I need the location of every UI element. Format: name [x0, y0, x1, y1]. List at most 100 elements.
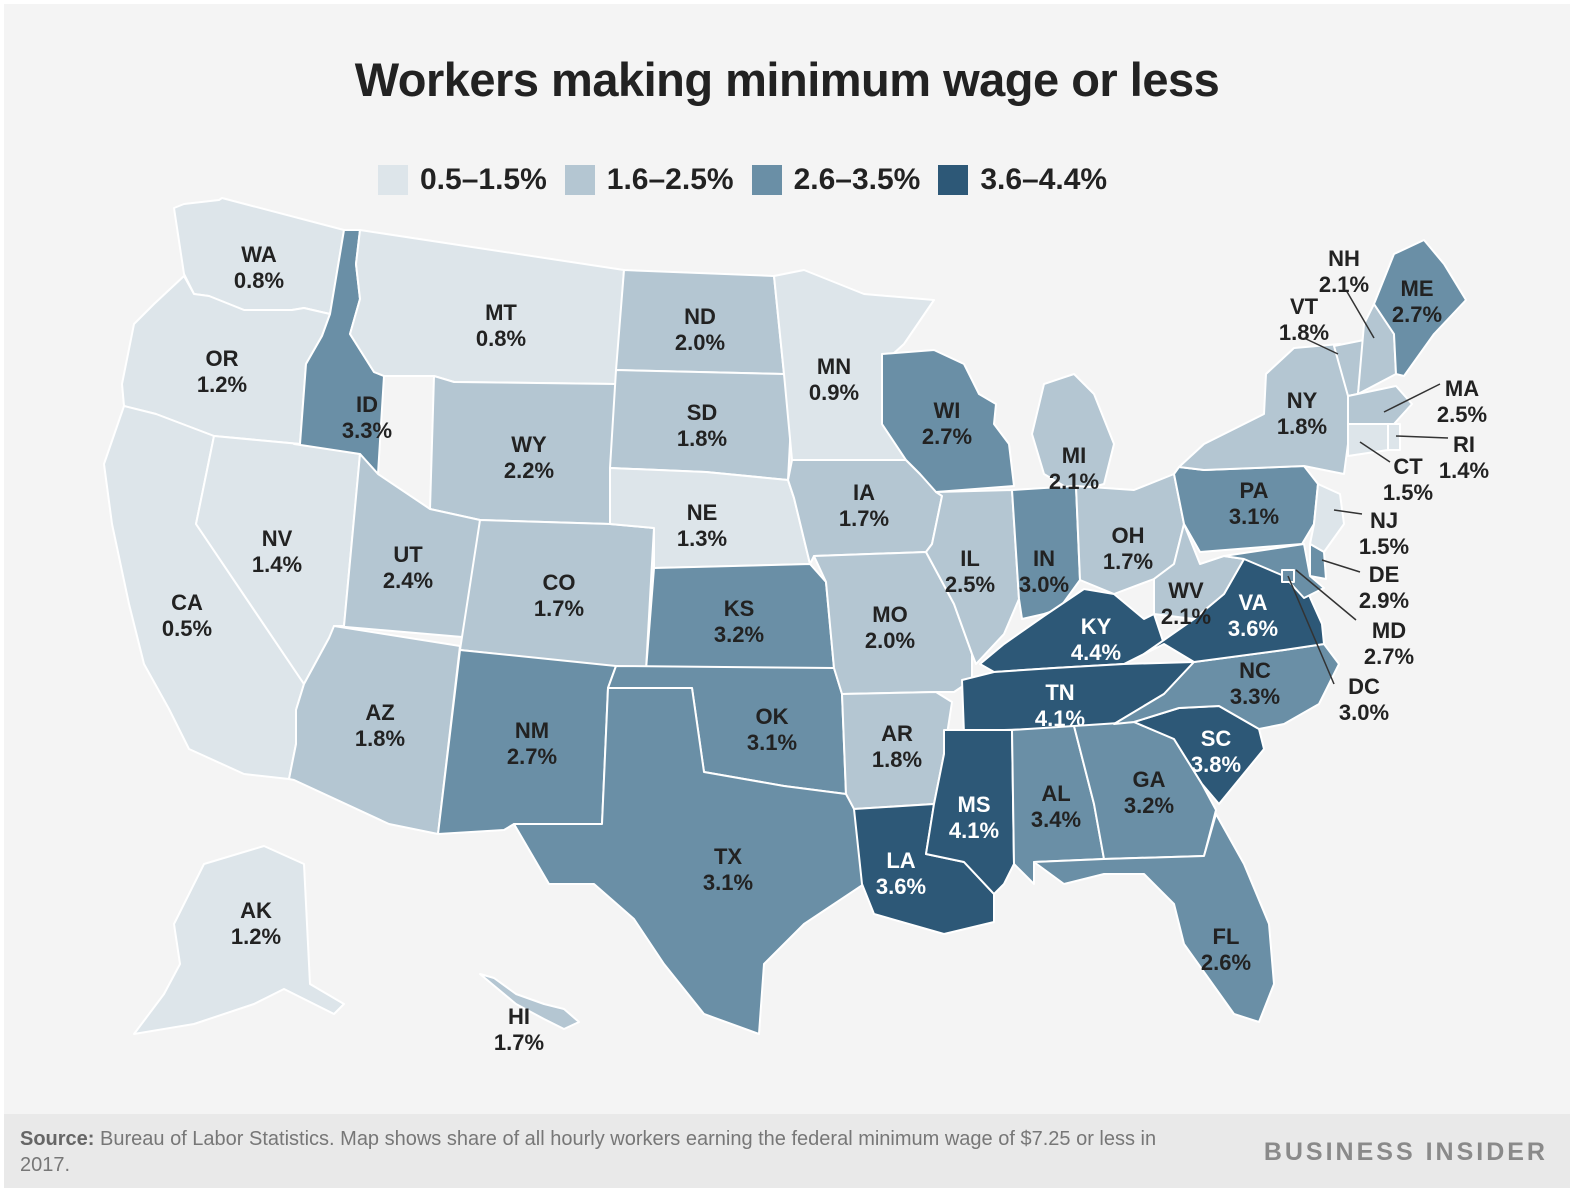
- state-value-ri: 1.4%: [1439, 458, 1489, 483]
- state-ct: [1347, 423, 1389, 457]
- state-value-az: 1.8%: [355, 726, 405, 751]
- state-value-la: 3.6%: [876, 874, 926, 899]
- state-value-ut: 2.4%: [383, 568, 433, 593]
- legend-item-2: 2.6–3.5%: [751, 163, 921, 197]
- state-label-al: AL: [1041, 781, 1070, 806]
- state-label-de: DE: [1369, 562, 1400, 587]
- state-label-ks: KS: [724, 596, 755, 621]
- state-value-or: 1.2%: [197, 372, 247, 397]
- leader-line-ct: [1359, 441, 1391, 463]
- legend-label-2: 2.6–3.5%: [793, 163, 921, 196]
- brand-logo: BUSINESS INSIDER: [1263, 1138, 1548, 1166]
- state-sd: [609, 369, 793, 481]
- state-value-fl: 2.6%: [1201, 950, 1251, 975]
- state-label-ga: GA: [1133, 767, 1166, 792]
- state-label-nv: NV: [262, 526, 293, 551]
- legend-label-0: 0.5–1.5%: [420, 163, 547, 196]
- leader-line-ma: [1383, 383, 1441, 413]
- state-label-oh: OH: [1112, 523, 1145, 548]
- state-mi: [1031, 373, 1115, 493]
- state-label-mt: MT: [485, 300, 517, 325]
- state-value-ma: 2.5%: [1437, 402, 1487, 427]
- leader-line-dc: [1287, 575, 1335, 685]
- state-label-mn: MN: [817, 354, 851, 379]
- state-label-nc: NC: [1239, 658, 1271, 683]
- state-label-az: AZ: [365, 700, 394, 725]
- leader-line-md: [1295, 569, 1357, 621]
- leader-line-nh: [1345, 289, 1375, 339]
- state-value-nd: 2.0%: [675, 330, 725, 355]
- legend-label-3: 3.6–4.4%: [980, 163, 1108, 196]
- state-value-ok: 3.1%: [747, 730, 797, 755]
- footer: Source: Bureau of Labor Statistics. Map …: [4, 1114, 1570, 1188]
- leader-line-ri: [1395, 435, 1449, 439]
- state-label-wa: WA: [241, 242, 277, 267]
- state-label-nd: ND: [684, 304, 716, 329]
- state-value-nh: 2.1%: [1319, 272, 1369, 297]
- state-ny: [1178, 343, 1355, 475]
- state-label-tn: TN: [1045, 680, 1074, 705]
- source-text: Bureau of Labor Statistics. Map shows sh…: [20, 1128, 1157, 1176]
- state-label-wy: WY: [511, 432, 547, 457]
- source-note: Source: Bureau of Labor Statistics. Map …: [20, 1126, 1210, 1178]
- state-label-ms: MS: [958, 792, 991, 817]
- map-title: Workers making minimum wage or less: [354, 53, 1220, 106]
- state-label-wi: WI: [934, 398, 961, 423]
- state-value-tx: 3.1%: [703, 870, 753, 895]
- state-label-mo: MO: [872, 602, 907, 627]
- state-value-wi: 2.7%: [922, 424, 972, 449]
- state-label-ia: IA: [853, 480, 875, 505]
- state-value-dc: 3.0%: [1339, 700, 1389, 725]
- state-label-wv: WV: [1168, 578, 1204, 603]
- state-label-vt: VT: [1290, 294, 1319, 319]
- state-value-ct: 1.5%: [1383, 480, 1433, 505]
- state-value-nv: 1.4%: [252, 552, 302, 577]
- state-label-sd: SD: [687, 400, 718, 425]
- legend-swatch-0: [378, 165, 408, 195]
- state-value-de: 2.9%: [1359, 588, 1409, 613]
- state-label-ca: CA: [171, 590, 203, 615]
- state-value-sc: 3.8%: [1191, 752, 1241, 777]
- legend-swatch-1: [564, 165, 595, 195]
- state-value-ga: 3.2%: [1124, 793, 1174, 818]
- state-label-in: IN: [1033, 546, 1055, 571]
- state-labels: WA0.8%OR1.2%CA0.5%NV1.4%ID3.3%MT0.8%WY2.…: [162, 242, 1489, 1055]
- state-label-ny: NY: [1287, 388, 1318, 413]
- state-ak: [133, 845, 345, 1035]
- state-value-ms: 4.1%: [949, 818, 999, 843]
- infographic: Workers making minimum wage or less 0.5–…: [4, 4, 1570, 1188]
- state-hi: [479, 973, 580, 1030]
- leader-line-nj: [1333, 509, 1363, 515]
- state-label-nh: NH: [1328, 246, 1360, 271]
- state-value-ky: 4.4%: [1071, 640, 1121, 665]
- state-value-co: 1.7%: [534, 596, 584, 621]
- state-value-pa: 3.1%: [1229, 504, 1279, 529]
- state-value-va: 3.6%: [1228, 616, 1278, 641]
- state-label-ar: AR: [881, 721, 913, 746]
- state-label-ne: NE: [687, 500, 718, 525]
- state-value-id: 3.3%: [342, 418, 392, 443]
- state-value-md: 2.7%: [1364, 644, 1414, 669]
- state-value-mo: 2.0%: [865, 628, 915, 653]
- state-label-nj: NJ: [1370, 508, 1398, 533]
- state-wi: [881, 349, 1015, 493]
- state-value-wy: 2.2%: [504, 458, 554, 483]
- legend-swatch-2: [751, 165, 782, 195]
- state-value-wa: 0.8%: [234, 268, 284, 293]
- state-value-wv: 2.1%: [1161, 604, 1211, 629]
- state-shapes: [103, 197, 1467, 1035]
- legend-swatch-3: [938, 165, 969, 195]
- state-value-nm: 2.7%: [507, 744, 557, 769]
- state-value-ne: 1.3%: [677, 526, 727, 551]
- state-label-hi: HI: [508, 1004, 530, 1029]
- state-fl: [1033, 813, 1275, 1023]
- leader-line-de: [1321, 559, 1361, 573]
- state-label-ak: AK: [240, 898, 272, 923]
- state-ma: [1347, 385, 1413, 425]
- state-value-tn: 4.1%: [1035, 706, 1085, 731]
- state-label-ky: KY: [1081, 614, 1112, 639]
- state-me: [1373, 239, 1467, 377]
- state-ut: [333, 453, 481, 639]
- legend-item-3: 3.6–4.4%: [938, 163, 1107, 197]
- state-label-co: CO: [543, 570, 576, 595]
